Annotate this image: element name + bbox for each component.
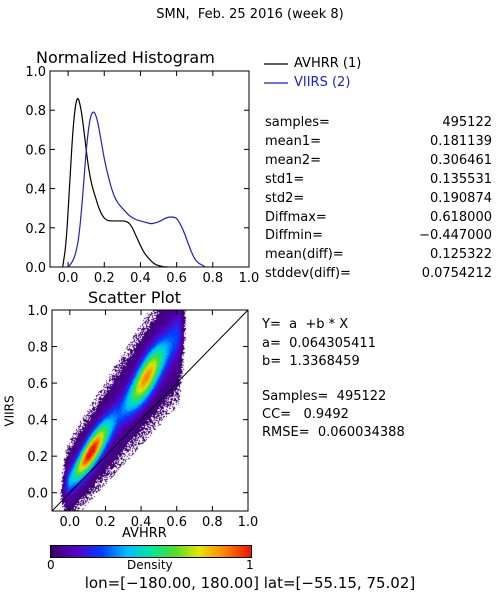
scatter-xtick-label: 1.0 <box>238 515 259 530</box>
stat-label: mean2= <box>265 152 322 168</box>
stat-value: 0.618000 <box>429 209 492 225</box>
colorbar-label: Density <box>127 558 173 572</box>
scatter-ylabel: VIIRS <box>2 395 17 427</box>
footer-extent: lon=[−180.00, 180.00] lat=[−55.15, 75.02… <box>84 574 416 592</box>
stat-label: mean1= <box>265 133 322 149</box>
stat-value: 495122 <box>442 115 492 130</box>
stat-value: 0.135531 <box>429 171 492 187</box>
scatter-ytick-label: 0.8 <box>27 341 48 356</box>
histogram-title: Normalized Histogram <box>36 48 215 67</box>
page-title: SMN, Feb. 25 2016 (week 8) <box>156 7 344 22</box>
stat-label: std2= <box>265 190 305 206</box>
scatter-xtick-label: 0.0 <box>59 515 80 530</box>
stat-value: 0.306461 <box>429 152 492 168</box>
stat-label: std1= <box>265 171 305 187</box>
colorbar <box>50 545 252 558</box>
hist-xtick-label: 0.6 <box>166 271 187 286</box>
stat-value: 0.181139 <box>429 133 492 149</box>
scatter-frame <box>51 309 249 512</box>
stat-label: mean(diff)= <box>265 247 344 263</box>
scatter-xlabel: AVHRR <box>122 526 167 541</box>
hist-xtick-label: 0.2 <box>94 271 115 286</box>
stat-label: samples= <box>265 115 330 130</box>
scatter-ytick-label: 0.2 <box>27 450 48 465</box>
hist-ytick-label: 0.0 <box>25 261 46 276</box>
stat-value: 0.0754212 <box>421 266 492 282</box>
stat-label: Diffmin= <box>265 228 323 244</box>
scatter-xtick-label: 0.8 <box>202 515 223 530</box>
hist-ytick-label: 0.6 <box>25 143 46 158</box>
summary-rmse: RMSE= 0.060034388 <box>262 425 405 440</box>
stat-value: 0.190874 <box>429 190 492 206</box>
stat-label: stddev(diff)= <box>265 266 351 282</box>
fit-a: a= 0.064305411 <box>262 336 376 351</box>
hist-ytick-label: 0.2 <box>25 222 46 237</box>
scatter-ytick-label: 0.6 <box>27 377 48 392</box>
hist-frame <box>49 70 250 268</box>
hist-ytick-label: 0.8 <box>25 104 46 119</box>
colorbar-max: 1 <box>246 558 254 572</box>
scatter-xtick-label: 0.4 <box>131 515 152 530</box>
hist-ytick-label: 1.0 <box>25 65 46 80</box>
hist-series-viirs <box>67 111 206 268</box>
scatter-xtick-label: 0.6 <box>166 515 187 530</box>
legend-label-viirs: VIIRS (2) <box>294 75 351 90</box>
one-to-one-line <box>51 309 249 512</box>
summary-samples: Samples= 495122 <box>262 389 387 404</box>
hist-series-avhrr <box>62 98 168 268</box>
hist-ytick-label: 0.4 <box>25 183 46 198</box>
stat-label: Diffmax= <box>265 209 327 225</box>
fit-b: b= 1.3368459 <box>262 354 360 369</box>
hist-xtick-label: 0.8 <box>202 271 223 286</box>
scatter-ytick-label: 0.0 <box>27 487 48 502</box>
scatter-ytick-label: 0.4 <box>27 414 48 429</box>
stat-value: −0.447000 <box>419 228 492 244</box>
scatter-title: Scatter Plot <box>88 288 181 307</box>
hist-xtick-label: 0.0 <box>58 271 79 286</box>
fit-equation: Y= a +b * X <box>262 317 349 332</box>
stat-value: 0.125322 <box>429 247 492 263</box>
legend-swatches <box>264 63 288 84</box>
legend-label-avhrr: AVHRR (1) <box>294 56 362 71</box>
summary-cc: CC= 0.9492 <box>262 407 349 422</box>
scatter-ytick-label: 1.0 <box>27 304 48 319</box>
hist-xtick-label: 0.4 <box>130 271 151 286</box>
scatter-xtick-label: 0.2 <box>95 515 116 530</box>
hist-xtick-label: 1.0 <box>239 271 260 286</box>
colorbar-min: 0 <box>47 558 55 572</box>
